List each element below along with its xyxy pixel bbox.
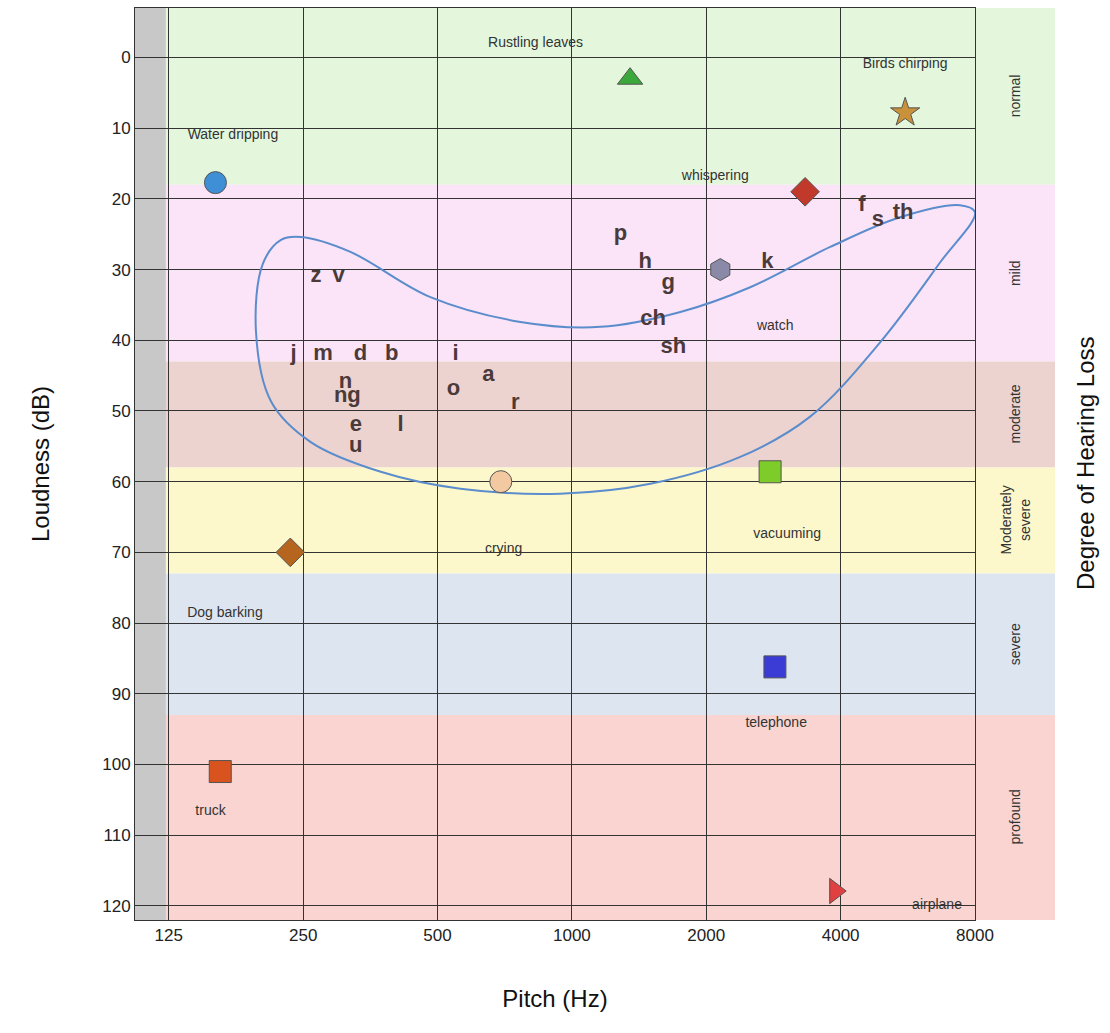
svg-text:ng: ng xyxy=(334,382,361,407)
svg-text:crying: crying xyxy=(485,540,522,556)
svg-text:watch: watch xyxy=(756,317,794,333)
svg-text:d: d xyxy=(354,340,367,365)
svg-text:airplane: airplane xyxy=(912,896,962,912)
svg-text:90: 90 xyxy=(112,685,131,704)
svg-text:ch: ch xyxy=(640,305,666,330)
svg-text:Degree of Hearing Loss: Degree of Hearing Loss xyxy=(1072,337,1099,590)
svg-text:250: 250 xyxy=(289,926,317,945)
svg-text:whispering: whispering xyxy=(681,167,749,183)
svg-text:normal: normal xyxy=(1007,75,1023,118)
svg-text:125: 125 xyxy=(155,926,183,945)
svg-text:Water dripping: Water dripping xyxy=(188,126,279,142)
svg-text:Moderatelysevere: Moderatelysevere xyxy=(998,485,1032,554)
svg-text:telephone: telephone xyxy=(745,714,807,730)
svg-text:j: j xyxy=(290,340,297,365)
svg-text:vacuuming: vacuuming xyxy=(753,525,821,541)
svg-text:20: 20 xyxy=(112,190,131,209)
svg-text:500: 500 xyxy=(423,926,451,945)
svg-text:Dog barking: Dog barking xyxy=(187,604,263,620)
svg-text:v: v xyxy=(332,262,345,287)
svg-text:Birds chirping: Birds chirping xyxy=(863,55,948,71)
svg-text:40: 40 xyxy=(112,331,131,350)
svg-text:f: f xyxy=(858,191,866,216)
svg-text:120: 120 xyxy=(102,897,130,916)
svg-text:Pitch (Hz): Pitch (Hz) xyxy=(502,985,607,1012)
svg-text:moderate: moderate xyxy=(1007,384,1023,443)
svg-text:70: 70 xyxy=(112,543,131,562)
svg-text:sh: sh xyxy=(661,333,687,358)
svg-text:m: m xyxy=(313,340,333,365)
svg-text:th: th xyxy=(893,199,914,224)
svg-text:Loudness (dB): Loudness (dB) xyxy=(27,386,54,542)
svg-text:profound: profound xyxy=(1007,789,1023,844)
svg-text:b: b xyxy=(385,340,398,365)
svg-text:2000: 2000 xyxy=(687,926,725,945)
svg-text:p: p xyxy=(614,220,627,245)
svg-text:10: 10 xyxy=(112,119,131,138)
svg-text:o: o xyxy=(447,375,460,400)
svg-text:truck: truck xyxy=(195,802,226,818)
svg-text:60: 60 xyxy=(112,473,131,492)
svg-text:4000: 4000 xyxy=(822,926,860,945)
svg-text:e: e xyxy=(350,411,362,436)
svg-text:110: 110 xyxy=(103,826,130,845)
svg-text:i: i xyxy=(453,340,459,365)
svg-text:100: 100 xyxy=(102,755,130,774)
svg-text:r: r xyxy=(511,389,520,414)
svg-text:mild: mild xyxy=(1007,260,1023,286)
svg-text:h: h xyxy=(639,248,652,273)
svg-text:n: n xyxy=(339,368,352,393)
svg-text:severe: severe xyxy=(1007,623,1023,665)
svg-text:k: k xyxy=(761,248,774,273)
svg-text:a: a xyxy=(482,361,495,386)
svg-text:u: u xyxy=(349,432,362,457)
svg-text:z: z xyxy=(310,262,321,287)
svg-text:0: 0 xyxy=(121,48,130,67)
svg-text:80: 80 xyxy=(112,614,131,633)
svg-text:g: g xyxy=(662,269,675,294)
svg-text:l: l xyxy=(397,411,403,436)
svg-text:1000: 1000 xyxy=(553,926,591,945)
svg-text:Rustling leaves: Rustling leaves xyxy=(488,34,583,50)
svg-text:30: 30 xyxy=(112,261,131,280)
svg-text:s: s xyxy=(872,206,884,231)
svg-text:50: 50 xyxy=(112,402,131,421)
svg-text:8000: 8000 xyxy=(956,926,994,945)
